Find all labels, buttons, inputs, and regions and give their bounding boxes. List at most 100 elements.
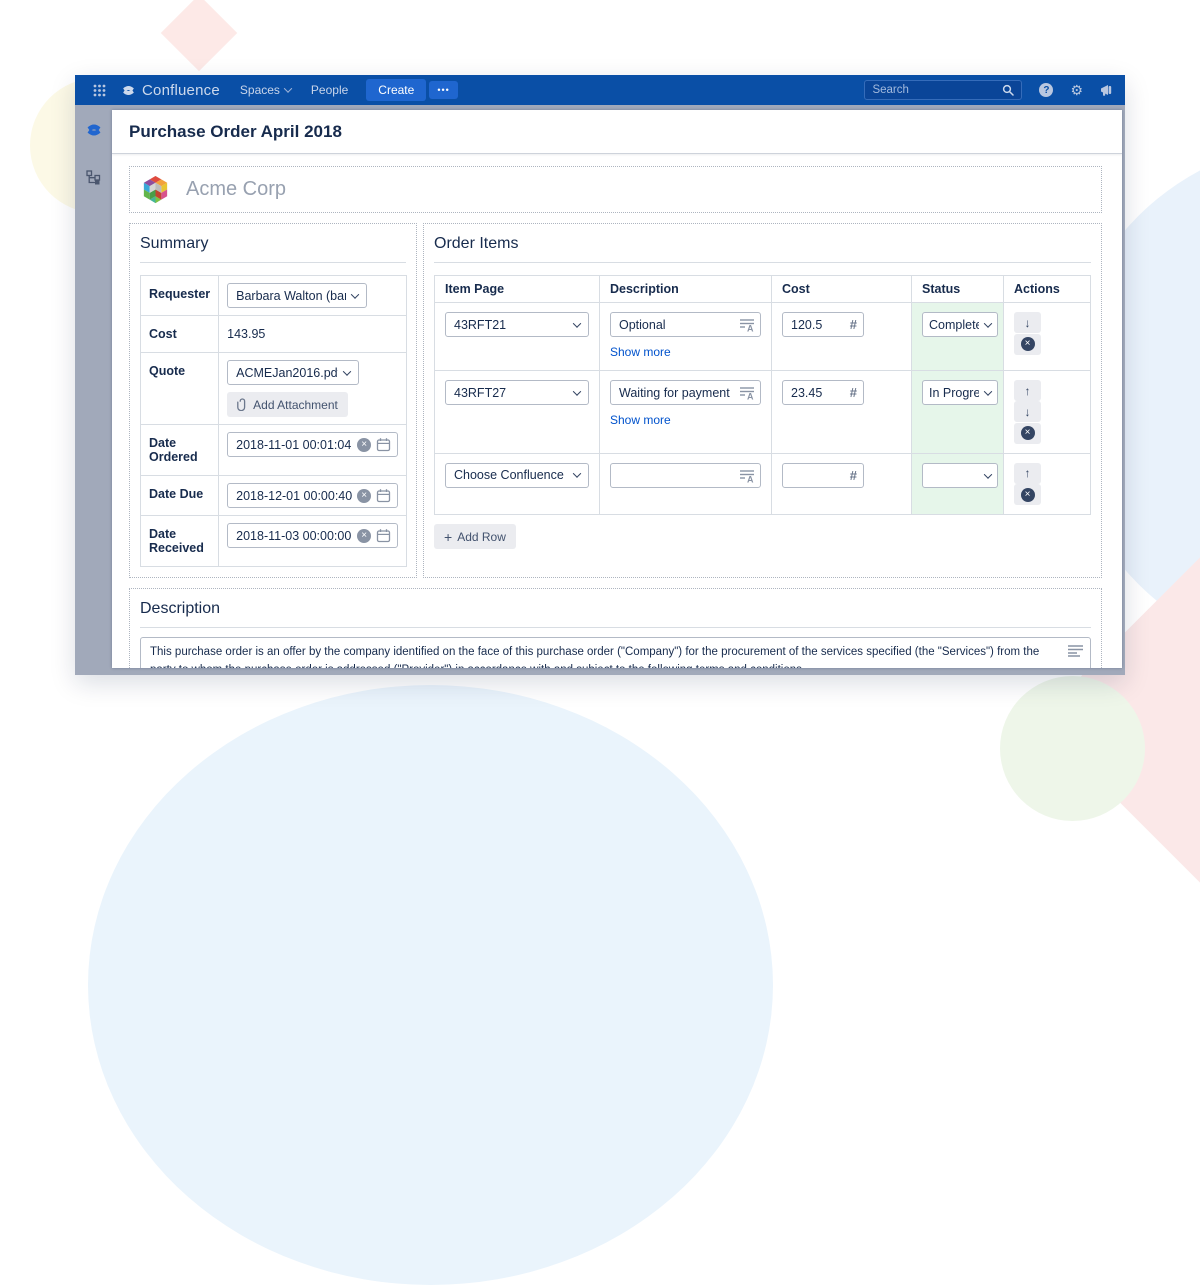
decor-green-circle — [1000, 676, 1145, 821]
status-select[interactable] — [922, 463, 998, 488]
requester-value: Barbara Walton (bart — [236, 289, 346, 303]
status-select[interactable]: Completed — [922, 312, 998, 337]
clear-icon[interactable]: × — [357, 489, 371, 503]
page-content: Purchase Order April 2018 — [112, 110, 1122, 668]
item-page-select[interactable]: Choose Confluence Page — [445, 463, 589, 488]
add-row-button[interactable]: + Add Row — [434, 524, 516, 549]
calendar-icon[interactable] — [376, 528, 391, 543]
table-row: Date Ordered 2018-11-01 00:01:04 × — [141, 425, 407, 476]
confluence-logo[interactable]: Confluence — [121, 82, 220, 99]
status-select[interactable]: In Progress — [922, 380, 998, 405]
number-icon: # — [850, 385, 857, 400]
delete-row-button[interactable]: × — [1014, 334, 1041, 355]
field-label: Cost — [141, 316, 219, 353]
chevron-down-icon — [573, 319, 581, 327]
move-up-button[interactable]: ↑ — [1014, 380, 1041, 401]
quote-select[interactable]: ACMEJan2016.pdf — [227, 360, 359, 385]
field-label: Date Due — [141, 476, 219, 516]
move-down-button[interactable]: ↓ — [1014, 401, 1041, 422]
nav-spaces[interactable]: Spaces — [240, 83, 291, 97]
field-label: Quote — [141, 353, 219, 425]
summary-section: Summary Requester Barbara Walton (bart — [129, 223, 417, 578]
description-input[interactable]: A — [610, 463, 761, 488]
cost-input[interactable]: 120.5 # — [782, 312, 864, 337]
number-icon: # — [850, 317, 857, 332]
order-items-title: Order Items — [434, 232, 1091, 263]
svg-text:A: A — [747, 323, 754, 332]
calendar-icon[interactable] — [376, 488, 391, 503]
confluence-icon — [85, 121, 103, 139]
description-input[interactable]: Optional A — [610, 312, 761, 337]
order-items-table: Item Page Description Cost Status Action… — [434, 275, 1091, 515]
item-page-select[interactable]: 43RFT21 — [445, 312, 589, 337]
brand-name: Confluence — [142, 82, 220, 99]
description-textarea[interactable]: This purchase order is an offer by the c… — [140, 637, 1091, 668]
table-row: Cost 143.95 — [141, 316, 407, 353]
description-section: Description This purchase order is an of… — [129, 588, 1102, 668]
delete-row-button[interactable]: × — [1014, 423, 1041, 444]
settings-button[interactable]: ⚙ — [1070, 83, 1083, 97]
show-more-link[interactable]: Show more — [610, 345, 671, 359]
description-text: This purchase order is an offer by the c… — [150, 646, 1039, 668]
clear-icon[interactable]: × — [357, 529, 371, 543]
add-attachment-button[interactable]: Add Attachment — [227, 392, 348, 417]
date-received-input[interactable]: 2018-11-03 00:00:00 × — [227, 523, 398, 548]
paperclip-icon — [237, 398, 248, 411]
nav-spaces-label: Spaces — [240, 83, 280, 97]
sidebar-confluence-item[interactable] — [85, 121, 103, 144]
summary-cost-value: 143.95 — [219, 316, 407, 353]
table-row: Date Received 2018-11-03 00:00:00 × — [141, 516, 407, 567]
add-row-label: Add Row — [457, 530, 506, 544]
delete-icon: × — [1021, 488, 1035, 502]
column-header: Cost — [772, 276, 912, 303]
column-header: Status — [912, 276, 1004, 303]
description-title: Description — [140, 597, 1091, 628]
svg-text:A: A — [747, 474, 754, 483]
company-name: Acme Corp — [186, 178, 286, 201]
search-input[interactable] — [872, 84, 996, 96]
nav-more-button[interactable]: ••• — [429, 81, 457, 99]
help-icon: ? — [1039, 83, 1053, 97]
item-page-select[interactable]: 43RFT27 — [445, 380, 589, 405]
item-page-value: 43RFT27 — [454, 386, 506, 400]
delete-row-button[interactable]: × — [1014, 484, 1041, 505]
calendar-icon[interactable] — [376, 437, 391, 452]
page-body: Acme Corp Summary Requester Barbara Walt… — [112, 154, 1122, 668]
date-due-value: 2018-12-01 00:00:40 — [236, 489, 352, 503]
top-navbar: Confluence Spaces People Create ••• ? ⚙ — [75, 75, 1125, 105]
cost-input[interactable]: 23.45 # — [782, 380, 864, 405]
cost-value: 23.45 — [791, 386, 845, 400]
create-button[interactable]: Create — [366, 79, 426, 101]
sidebar-tree-item[interactable] — [86, 170, 101, 190]
app-switcher-icon[interactable] — [93, 84, 106, 97]
nav-people[interactable]: People — [311, 83, 348, 97]
move-up-button[interactable]: ↑ — [1014, 463, 1041, 484]
multiline-text-icon: A — [740, 318, 754, 332]
table-row: Requester Barbara Walton (bart — [141, 276, 407, 316]
search-icon[interactable] — [1002, 84, 1014, 96]
arrow-down-icon: ↓ — [1025, 316, 1031, 330]
announcements-button[interactable] — [1100, 84, 1113, 97]
date-due-input[interactable]: 2018-12-01 00:00:40 × — [227, 483, 398, 508]
status-value: Completed — [929, 318, 979, 332]
help-button[interactable]: ? — [1039, 83, 1053, 97]
date-ordered-input[interactable]: 2018-11-01 00:01:04 × — [227, 432, 398, 457]
status-value: In Progress — [929, 386, 979, 400]
add-attachment-label: Add Attachment — [253, 398, 338, 412]
show-more-link[interactable]: Show more — [610, 413, 671, 427]
multiline-text-icon: A — [740, 469, 754, 483]
chevron-down-icon — [984, 470, 992, 478]
chevron-down-icon — [984, 319, 992, 327]
move-down-button[interactable]: ↓ — [1014, 312, 1041, 333]
cost-input[interactable]: # — [782, 463, 864, 488]
page-title: Purchase Order April 2018 — [129, 122, 342, 142]
chevron-down-icon — [284, 84, 292, 92]
confluence-mark-icon — [121, 83, 136, 98]
description-input[interactable]: Waiting for payment A — [610, 380, 761, 405]
app-window: Confluence Spaces People Create ••• ? ⚙ — [75, 75, 1125, 675]
field-label: Requester — [141, 276, 219, 316]
clear-icon[interactable]: × — [357, 438, 371, 452]
column-header: Description — [600, 276, 772, 303]
search-box[interactable] — [864, 80, 1022, 100]
requester-select[interactable]: Barbara Walton (bart — [227, 283, 367, 308]
